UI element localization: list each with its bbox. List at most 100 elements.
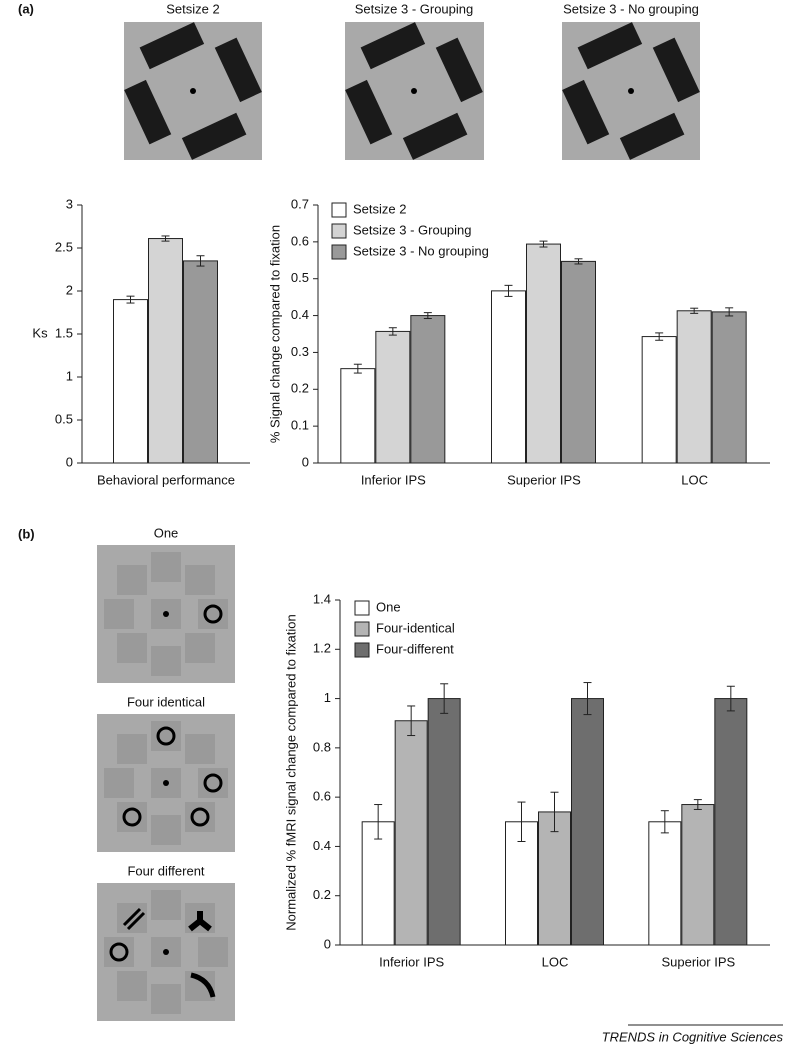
y-tick-label: 0.5 [291,270,309,285]
y-axis-label: % Signal change compared to fixation [267,225,282,443]
y-tick-label: 1.5 [55,325,73,340]
error-bar [693,799,702,810]
bar [641,336,677,464]
error-bar [388,327,397,336]
legend-label: Four-identical [376,620,455,635]
bar [711,311,747,464]
error-bar [407,705,416,737]
legend-label: One [376,599,401,614]
error-bar [374,804,383,840]
legend-swatch [354,621,370,637]
error-bar [655,332,664,341]
bar [491,290,526,464]
bar [394,720,428,946]
stimulus-title: Setsize 3 - No grouping [563,1,699,16]
y-tick-label: 1 [66,368,73,383]
y-tick-label: 0 [302,454,309,469]
bar [340,368,376,464]
legend-swatch [354,600,370,616]
y-tick-label: 0.6 [291,233,309,248]
x-tick-label: Superior IPS [507,472,581,487]
legend-label: Four-different [376,641,454,656]
bar [427,698,461,946]
error-bar [126,295,135,304]
stimulus-image [97,883,235,1021]
error-bar [440,683,449,714]
bar [183,260,218,464]
bar [526,243,561,464]
error-bar [690,307,699,314]
bar [648,821,682,946]
legend-label: Setsize 2 [353,201,406,216]
error-bar [583,682,592,716]
stimulus-title: Four different [127,863,204,878]
y-tick-label: 1.4 [313,591,331,606]
bar [375,330,411,464]
footer: TRENDS in Cognitive Sciences [602,1029,784,1044]
x-tick-label: LOC [542,954,569,969]
error-bar [539,240,548,248]
y-tick-label: 0.1 [291,418,309,433]
error-bar [550,791,559,833]
stimulus-title: Setsize 3 - Grouping [355,1,474,16]
stimulus-image [124,22,262,160]
y-tick-label: 0 [324,936,331,951]
x-tick-label: Inferior IPS [361,472,426,487]
y-tick-label: 1.2 [313,641,331,656]
error-bar [423,312,432,320]
error-bar [161,235,170,242]
error-bar [726,685,735,712]
bar [505,821,538,946]
y-tick-label: 0.2 [313,887,331,902]
error-bar [504,284,513,297]
bar [561,260,596,464]
bar [681,804,715,946]
stimulus-image [97,714,235,852]
panel-label: (a) [18,1,34,16]
error-bar [196,255,205,267]
y-tick-label: 0.5 [55,411,73,426]
y-axis-label: Ks [32,325,48,340]
error-bar [660,810,669,834]
legend-label: Setsize 3 - No grouping [353,243,489,258]
y-tick-label: 0.2 [291,381,309,396]
bar [410,315,446,464]
y-tick-label: 0.4 [291,307,309,322]
legend-label: Setsize 3 - Grouping [353,222,472,237]
legend-swatch [331,202,347,218]
legend-swatch [354,642,370,658]
y-tick-label: 2.5 [55,239,73,254]
bar [113,299,148,464]
y-tick-label: 0.4 [313,838,331,853]
x-tick-label: LOC [681,472,708,487]
y-tick-label: 0.3 [291,344,309,359]
legend-swatch [331,244,347,260]
stimulus-title: One [154,525,179,540]
stimulus-image [97,545,235,683]
panel-label: (b) [18,526,35,541]
error-bar [725,307,734,317]
y-tick-label: 0.6 [313,789,331,804]
error-bar [353,363,362,374]
x-tick-label: Superior IPS [661,954,735,969]
bar [676,310,712,464]
y-tick-label: 1 [324,690,331,705]
bar [714,698,748,946]
stimulus-image [562,22,700,160]
y-tick-label: 0 [66,454,73,469]
y-tick-label: 0.8 [313,739,331,754]
y-tick-label: 2 [66,282,73,297]
error-bar [574,258,583,265]
x-tick-label: Inferior IPS [379,954,444,969]
legend-swatch [331,223,347,239]
bar [571,698,604,946]
stimulus-title: Setsize 2 [166,1,219,16]
y-axis-label: Normalized % fMRI signal change compared… [283,614,298,930]
y-tick-label: 3 [66,196,73,211]
x-tick-label: Behavioral performance [97,472,235,487]
error-bar [517,801,526,842]
stimulus-image [345,22,484,160]
y-tick-label: 0.7 [291,196,309,211]
bar [148,238,183,464]
